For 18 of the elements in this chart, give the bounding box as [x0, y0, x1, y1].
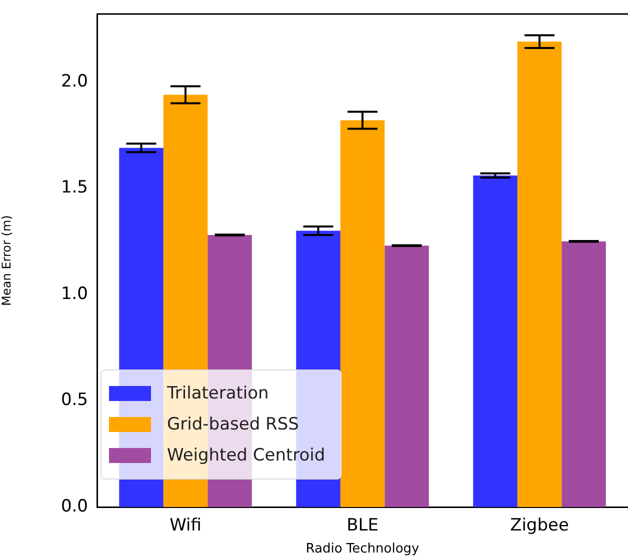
x-tick-label: Zigbee [510, 516, 569, 536]
bar [340, 120, 385, 507]
y-axis-title: Mean Error (m) [0, 215, 14, 306]
bar [384, 246, 429, 507]
y-tick-label: 1.0 [60, 284, 88, 304]
y-tick-label: 1.5 [60, 178, 88, 198]
legend-label: Weighted Centroid [167, 445, 326, 466]
legend-label: Trilateration [166, 383, 269, 404]
y-tick-label: 0.5 [60, 390, 88, 410]
bar [562, 241, 606, 507]
bar [517, 42, 562, 507]
x-tick-label: Wifi [170, 516, 202, 536]
y-tick-label: 2.0 [60, 71, 88, 92]
bar [473, 176, 518, 507]
y-tick-label: 0.0 [60, 496, 88, 516]
legend-label: Grid-based RSS [167, 414, 299, 434]
x-axis-title: Radio Technology [306, 542, 420, 557]
x-tick-label: BLE [346, 516, 378, 536]
